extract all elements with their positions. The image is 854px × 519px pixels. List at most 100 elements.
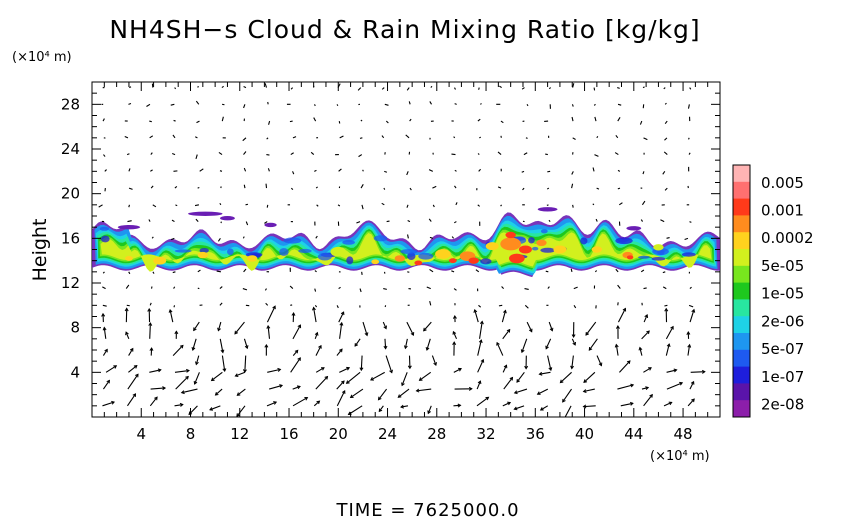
wind-vector (662, 286, 667, 290)
wind-vector (432, 185, 437, 189)
wind-vector (378, 405, 384, 412)
wind-vector (620, 402, 634, 407)
wind-vector (102, 349, 108, 356)
wind-vector (451, 236, 454, 239)
wind-vector (195, 355, 200, 365)
wind-vector (215, 388, 223, 396)
wind-vector (150, 152, 153, 155)
wind-vector (128, 348, 134, 356)
wind-vector-head (312, 306, 316, 311)
wind-vector (128, 204, 131, 208)
wind-vector (521, 338, 528, 353)
wind-vector (416, 388, 432, 392)
wind-vector (572, 204, 574, 208)
wind-vector (127, 220, 132, 223)
wind-vector (406, 204, 409, 208)
wind-vector-head (588, 347, 593, 351)
wind-vector-head (279, 384, 284, 388)
wind-vector (236, 388, 246, 396)
wind-vector (619, 360, 631, 373)
wind-vector-head (354, 343, 359, 347)
wind-vector (171, 219, 175, 223)
colorbar-label: 2e-08 (761, 396, 804, 414)
wind-vector (618, 202, 623, 206)
wind-vector-head (148, 322, 153, 326)
wind-vector-head (452, 341, 457, 345)
wind-vector (149, 120, 152, 123)
wind-vector-head (545, 345, 549, 350)
wind-vector (572, 83, 575, 88)
cloud-hotspot (371, 259, 380, 265)
cloud-patch (317, 252, 332, 261)
wind-vector (501, 310, 507, 323)
wind-vector (149, 396, 158, 407)
wind-vector-head (345, 380, 350, 384)
wind-vector (339, 135, 344, 139)
wind-vector (219, 302, 223, 306)
wind-vector-head (236, 413, 240, 417)
wind-vector (315, 235, 318, 239)
wind-vector (640, 269, 645, 273)
wind-vector-head (513, 406, 518, 411)
wind-vector (617, 384, 634, 390)
wind-vector (453, 136, 456, 139)
wind-vector (477, 118, 481, 122)
cloud-wisp (188, 211, 223, 216)
wind-vector-head (324, 375, 329, 380)
wind-vector (381, 87, 385, 90)
y-tick-labels: 4 8 12 16 20 24 28 (61, 95, 80, 381)
wind-vector-head (418, 377, 423, 381)
wind-vector-head (234, 373, 239, 377)
wind-vector (546, 187, 550, 190)
wind-vector (689, 286, 692, 289)
cloud-hotspot (509, 253, 525, 264)
wind-vector-head (673, 368, 678, 373)
wind-vector (617, 169, 621, 172)
x-tick-label: 24 (378, 425, 397, 443)
wind-vector (408, 101, 411, 105)
cloud-hotspot (626, 255, 634, 260)
wind-vector (617, 87, 620, 89)
wind-vector (546, 204, 549, 206)
wind-vector-head (468, 386, 473, 391)
wind-vector-head (341, 390, 346, 394)
wind-vector-head (304, 397, 309, 401)
wind-vector-head (433, 362, 437, 367)
wind-vector-head (457, 403, 462, 408)
wind-vector-head (321, 367, 325, 371)
wind-vector (175, 204, 178, 207)
wind-vector (315, 367, 325, 373)
wind-vector (660, 219, 665, 223)
wind-vector (452, 331, 458, 340)
wind-vector (264, 288, 267, 291)
wind-vector (221, 85, 224, 89)
wind-vector (315, 186, 318, 189)
wind-vector (548, 87, 552, 90)
wind-vector (314, 304, 318, 308)
wind-vector (522, 187, 525, 191)
wind-vector (266, 137, 269, 140)
wind-vector (406, 87, 410, 91)
wind-vector (336, 305, 339, 309)
wind-vector (98, 204, 103, 208)
colorbar-swatch (733, 333, 750, 351)
wind-vector (336, 380, 345, 390)
wind-vector (266, 401, 277, 407)
wind-vector (103, 154, 106, 157)
wind-vector-head (536, 391, 541, 395)
colorbar-label: 1e-05 (761, 285, 804, 303)
wind-vector-head (179, 344, 184, 349)
cloud-patch (99, 226, 110, 231)
cloud-patch (615, 237, 633, 245)
wind-vector (339, 322, 343, 339)
wind-vector (639, 120, 643, 125)
wind-vector (516, 372, 525, 383)
wind-vector-head (188, 411, 193, 416)
x-tick-label: 8 (186, 425, 196, 443)
wind-vector (267, 368, 281, 373)
wind-vector (128, 187, 133, 190)
wind-vector (174, 369, 190, 373)
wind-vector-head (598, 362, 603, 367)
wind-vector (336, 348, 343, 356)
